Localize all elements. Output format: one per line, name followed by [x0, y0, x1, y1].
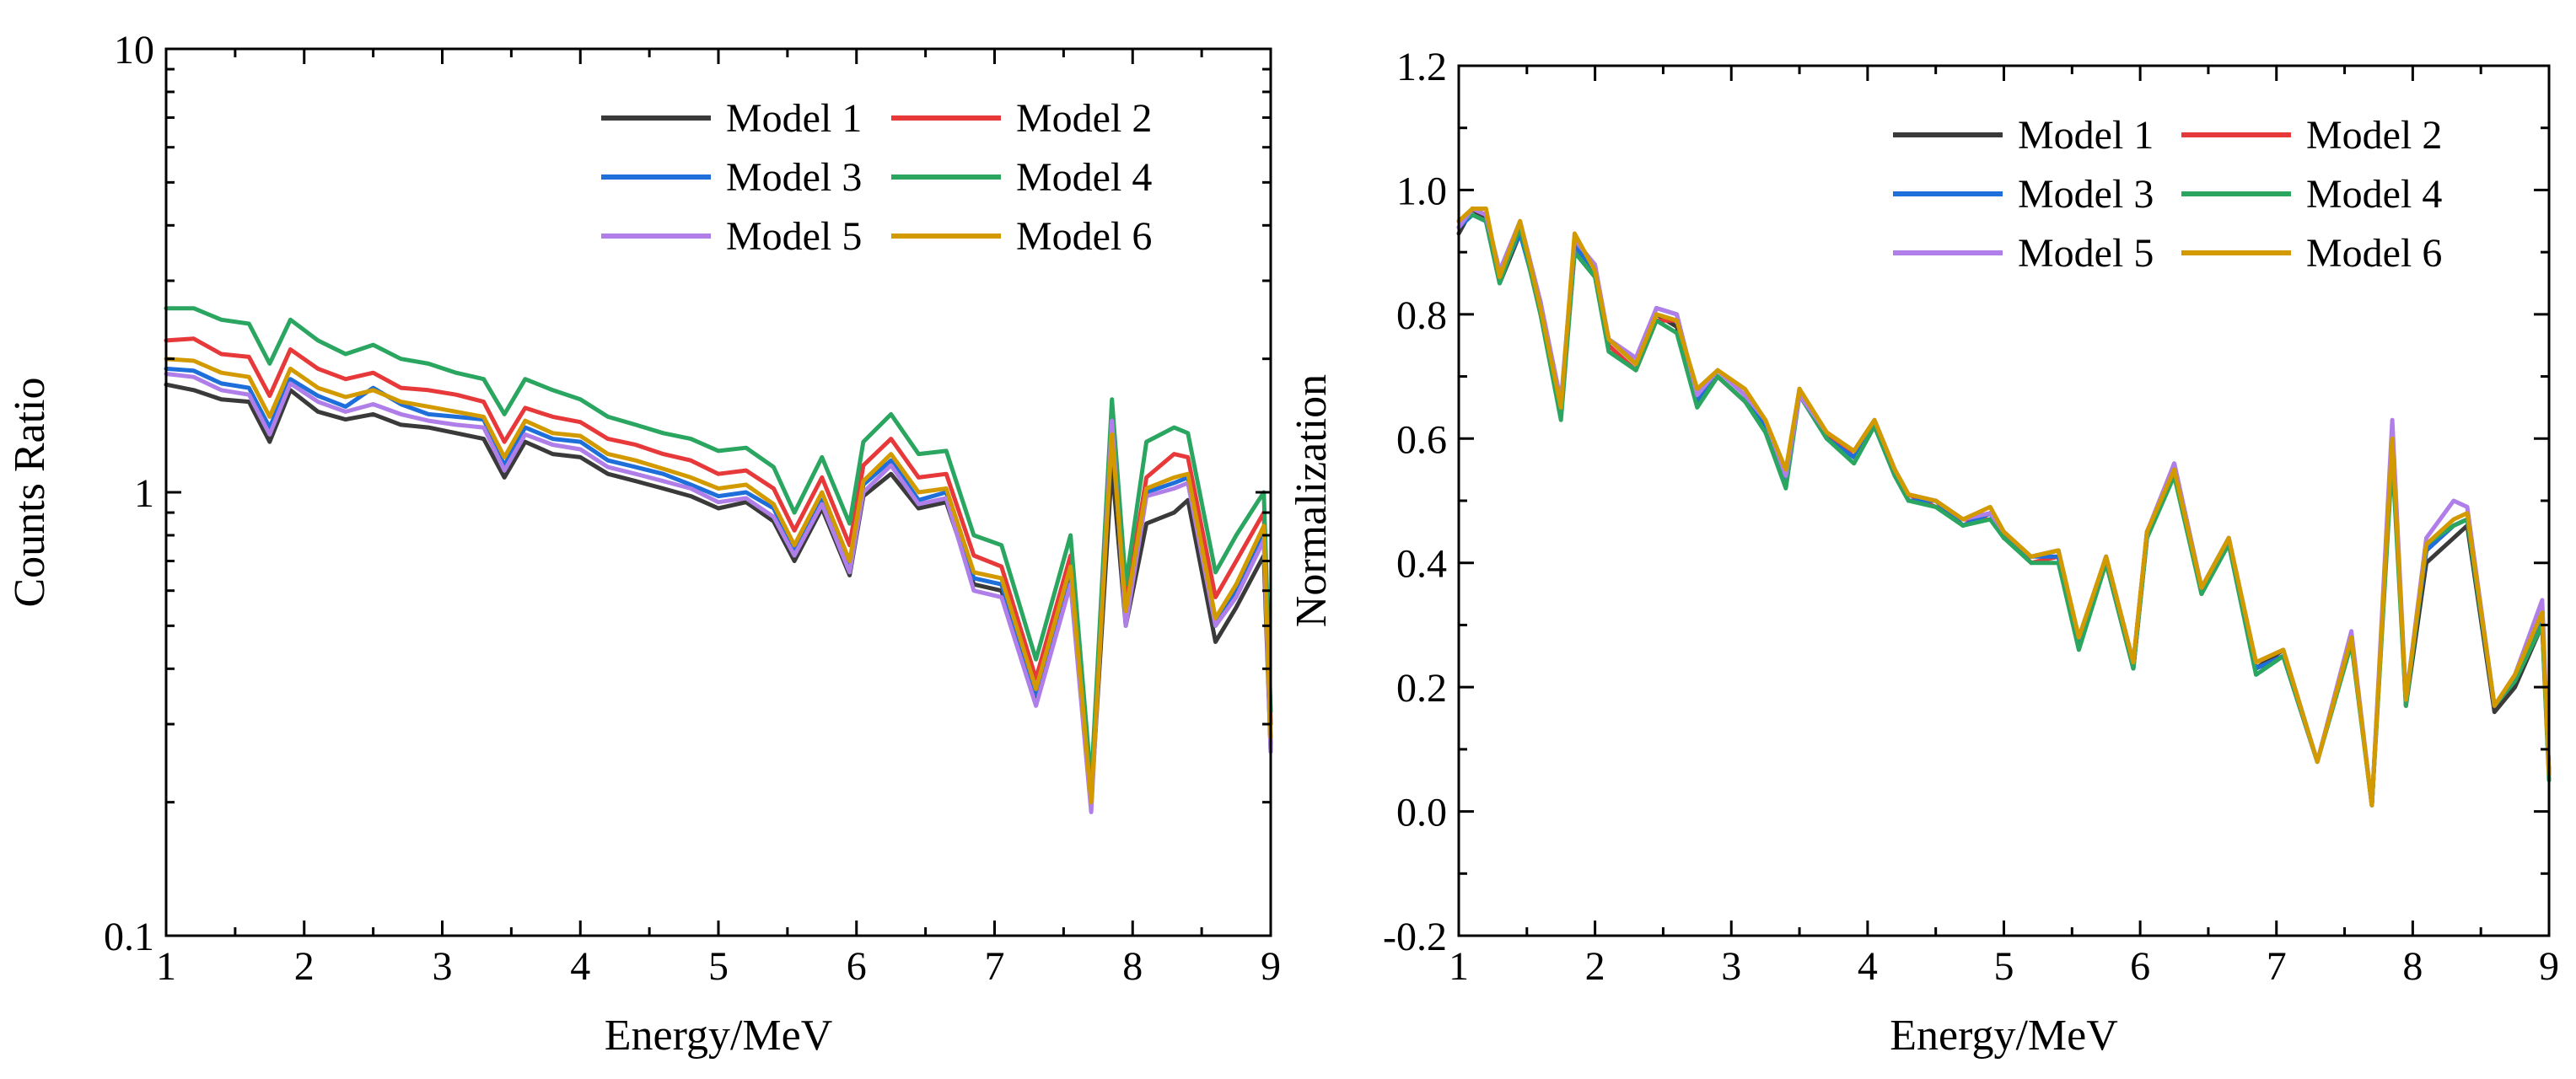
x-tick-label: 8	[1122, 944, 1143, 989]
x-tick-label: 3	[1721, 944, 1741, 989]
y-axis-title: Normalization	[1288, 374, 1336, 627]
series-line-4	[164, 306, 1273, 786]
y-tick-label: 0.1	[104, 915, 154, 959]
y-tick-label: 1	[134, 471, 154, 516]
legend: Model 1 Model 2 Model 3 Model 4 Model 5 Model…	[1893, 113, 2442, 276]
legend-label-2: Model 2	[2306, 113, 2442, 158]
y-tick-label: 0.4	[1396, 542, 1447, 587]
y-tick-label: 0.2	[1396, 666, 1447, 711]
legend-label-2: Model 2	[1016, 96, 1152, 141]
y-tick-label: 0.0	[1396, 791, 1447, 835]
legend-label-5: Model 5	[2018, 231, 2154, 276]
x-tick-label: 6	[2130, 944, 2150, 989]
x-tick-label: 5	[1994, 944, 2014, 989]
x-tick-label: 7	[985, 944, 1005, 989]
series-line-6	[1456, 207, 2552, 808]
series-line-1	[1456, 207, 2552, 808]
x-tick-label: 9	[2539, 944, 2559, 989]
legend: Model 1 Model 2 Model 3 Model 4 Model 5 Model…	[601, 96, 1152, 259]
x-tick-label: 7	[2267, 944, 2287, 989]
x-tick-label: 4	[1858, 944, 1878, 989]
x-tick-label: 2	[294, 944, 315, 989]
x-axis-title: Energy/MeV	[605, 1012, 833, 1060]
x-tick-label: 8	[2402, 944, 2423, 989]
x-axis-title: Energy/MeV	[1890, 1012, 2118, 1060]
x-tick-label: 1	[1449, 944, 1469, 989]
chart-panel-right: 1 2 3 4 5 6 7 8 9 -0.2 0.0 0.2 0.4 0.6 0.8 1.0 1.2 Energy…	[1288, 45, 2559, 1060]
y-tick-label: -0.2	[1383, 915, 1447, 959]
x-tick-label: 6	[847, 944, 867, 989]
series-line-5	[1456, 207, 2552, 808]
y-tick-label: 0.8	[1396, 293, 1447, 338]
legend-label-1: Model 1	[726, 96, 862, 141]
legend-label-5: Model 5	[726, 214, 862, 259]
legend-label-3: Model 3	[2018, 172, 2154, 217]
legend-label-6: Model 6	[1016, 214, 1152, 259]
series-line-2	[1456, 207, 2552, 808]
x-tick-label: 2	[1585, 944, 1605, 989]
series-line-6	[164, 357, 1273, 805]
x-tick-label: 5	[708, 944, 729, 989]
y-axis-title: Counts Ratio	[6, 377, 54, 607]
x-tick-label: 4	[570, 944, 590, 989]
legend-label-4: Model 4	[1016, 155, 1152, 200]
y-tick-label: 0.6	[1396, 417, 1447, 462]
legend-label-3: Model 3	[726, 155, 862, 200]
y-tick-label: 1.2	[1396, 45, 1447, 89]
y-tick-label: 1.0	[1396, 169, 1447, 213]
legend-label-6: Model 6	[2306, 231, 2442, 276]
x-tick-label: 1	[156, 944, 176, 989]
x-tick-label: 9	[1261, 944, 1281, 989]
legend-label-1: Model 1	[2018, 113, 2154, 158]
y-tick-label: 10	[114, 28, 154, 72]
legend-label-4: Model 4	[2306, 172, 2442, 217]
x-tick-label: 3	[433, 944, 453, 989]
